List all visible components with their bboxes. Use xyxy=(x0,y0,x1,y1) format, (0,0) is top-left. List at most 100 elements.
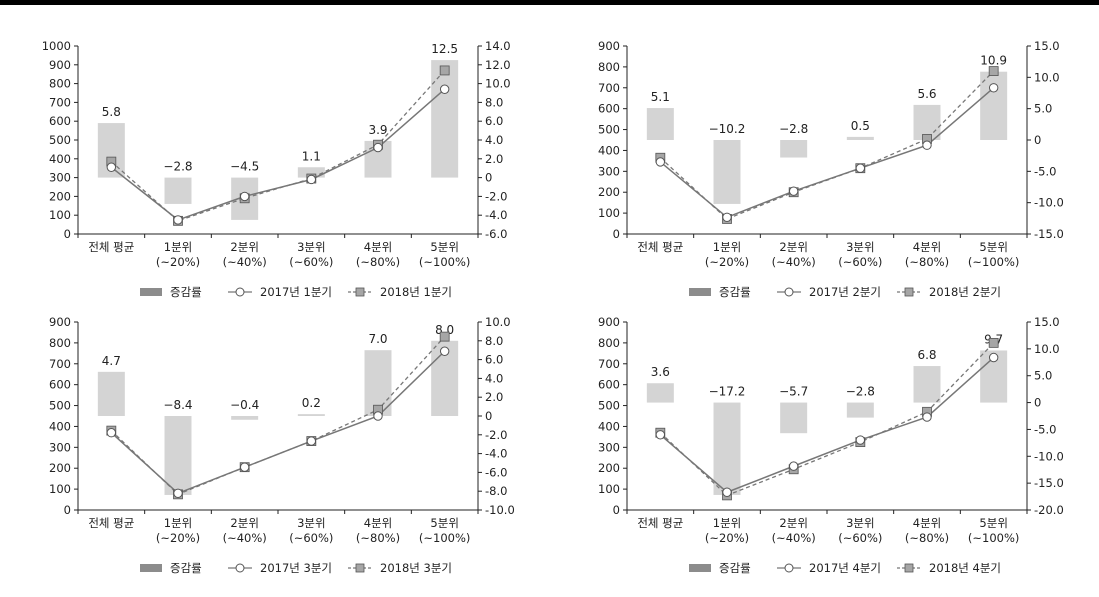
right-tick-label: 0 xyxy=(1034,396,1041,410)
left-tick-label: 1000 xyxy=(42,39,71,53)
category-label: 1분위 xyxy=(713,516,741,530)
series-point-2017 xyxy=(239,462,250,472)
series-point-2017 xyxy=(373,142,383,153)
series-point-2017 xyxy=(922,412,932,422)
right-tick-label: 4.0 xyxy=(485,133,503,147)
left-tick-label: 500 xyxy=(598,399,620,413)
change-rate-bar xyxy=(297,414,325,416)
right-tick-label: -15.0 xyxy=(1034,476,1064,490)
category-label: 4분위 xyxy=(364,516,392,530)
right-tick-label: -8.0 xyxy=(485,484,507,498)
series-point-2017 xyxy=(722,212,732,222)
category-label: 3분위 xyxy=(846,240,874,254)
category-label: 3분위 xyxy=(297,516,325,530)
bar-value-label: −17.2 xyxy=(709,385,746,399)
legend-marker-2018 xyxy=(904,287,914,297)
right-tick-label: -10.0 xyxy=(485,503,515,517)
category-label: (~100%) xyxy=(968,255,1020,269)
series-point-2017 xyxy=(306,436,317,446)
category-label: 2분위 xyxy=(230,240,258,254)
change-rate-bar xyxy=(164,416,192,495)
series-line-2018 xyxy=(110,336,446,496)
right-tick-label: 15.0 xyxy=(1034,39,1060,53)
left-tick-label: 700 xyxy=(49,357,71,371)
legend-label: 2017년 3분기 xyxy=(260,561,332,575)
left-tick-label: 200 xyxy=(49,461,71,475)
legend-marker-2017 xyxy=(784,287,794,297)
right-tick-label: 0 xyxy=(485,171,492,185)
category-label: (~40%) xyxy=(223,255,267,269)
category-label: 1분위 xyxy=(713,240,741,254)
right-tick-label: 10.0 xyxy=(1034,342,1060,356)
series-point-2017 xyxy=(173,215,183,225)
left-tick-label: 0 xyxy=(64,227,71,241)
left-tick-label: 500 xyxy=(49,399,71,413)
left-tick-label: 900 xyxy=(49,315,71,329)
left-tick-label: 600 xyxy=(49,378,71,392)
chart-panel-q3: 0 100 200 300 400 500 600 700 800 900 -10.0 -8.0 -6.… xyxy=(0,296,550,586)
left-tick-label: 100 xyxy=(49,208,71,222)
change-rate-bar xyxy=(231,416,259,420)
legend-label: 2018년 4분기 xyxy=(929,561,1001,575)
legend-label: 증감률 xyxy=(170,285,202,299)
right-tick-label: 5.0 xyxy=(1034,102,1052,116)
right-tick-label: -4.0 xyxy=(485,208,507,222)
series-line-2018 xyxy=(110,70,446,222)
legend-marker-2017 xyxy=(784,563,794,573)
series-line-2018 xyxy=(659,342,995,497)
bar-value-label: 10.9 xyxy=(980,54,1007,68)
category-label: (~20%) xyxy=(705,255,749,269)
left-tick-label: 900 xyxy=(598,315,620,329)
change-rate-bar xyxy=(846,136,874,140)
change-rate-bar xyxy=(164,177,192,204)
chart-q4-svg: 0 100 200 300 400 500 600 700 800 900 -20.0 -15.0 -1… xyxy=(598,315,1064,575)
series-point-2017 xyxy=(855,435,866,445)
category-label: 1분위 xyxy=(164,240,192,254)
change-rate-bar xyxy=(646,108,674,140)
category-label: 3분위 xyxy=(297,240,325,254)
series-point-2017 xyxy=(655,157,666,167)
right-tick-label: 6.0 xyxy=(485,353,503,367)
legend-marker-2018 xyxy=(904,563,914,573)
right-tick-label: -20.0 xyxy=(1034,503,1064,517)
change-rate-bar xyxy=(97,371,125,416)
right-tick-label: -6.0 xyxy=(485,465,507,479)
legend-bar-swatch xyxy=(689,288,711,296)
left-tick-label: 100 xyxy=(49,482,71,496)
bar-value-label: 5.6 xyxy=(917,87,936,101)
legend-marker-2017 xyxy=(235,563,245,573)
change-rate-bar xyxy=(980,71,1008,140)
left-tick-label: 700 xyxy=(598,357,620,371)
right-tick-label: -10.0 xyxy=(1034,196,1064,210)
left-tick-label: 300 xyxy=(49,440,71,454)
right-tick-label: 0 xyxy=(485,409,492,423)
left-tick-label: 800 xyxy=(49,77,71,91)
category-label: (~40%) xyxy=(772,531,816,545)
series-point-2017 xyxy=(373,411,383,421)
legend-label: 2018년 2분기 xyxy=(929,285,1001,299)
category-label: 전체 평균 xyxy=(88,516,134,530)
bar-value-label: 12.5 xyxy=(431,42,458,56)
change-rate-bar xyxy=(713,402,741,495)
chart-panel-q4: 0 100 200 300 400 500 600 700 800 900 -20.0 -15.0 -1… xyxy=(549,296,1099,586)
category-label: 5분위 xyxy=(979,240,1007,254)
right-tick-label: 8.0 xyxy=(485,334,503,348)
series-point-2018 xyxy=(988,337,999,348)
left-tick-label: 0 xyxy=(613,503,620,517)
right-tick-label: -2.0 xyxy=(485,189,507,203)
category-label: (~80%) xyxy=(905,531,949,545)
right-tick-label: 14.0 xyxy=(485,39,511,53)
bar-value-label: −5.7 xyxy=(779,385,808,399)
right-tick-label: 12.0 xyxy=(485,58,511,72)
bar-value-label: 5.8 xyxy=(102,105,121,119)
left-tick-label: 200 xyxy=(598,461,620,475)
category-label: (~60%) xyxy=(838,255,882,269)
category-label: (~80%) xyxy=(356,531,400,545)
series-line-2017 xyxy=(110,88,446,221)
top-rule xyxy=(0,0,1099,5)
right-tick-label: 2.0 xyxy=(485,152,503,166)
series-line-2017 xyxy=(110,350,446,495)
bar-value-label: 0.5 xyxy=(851,119,870,133)
left-tick-label: 700 xyxy=(49,95,71,109)
left-tick-label: 300 xyxy=(49,171,71,185)
